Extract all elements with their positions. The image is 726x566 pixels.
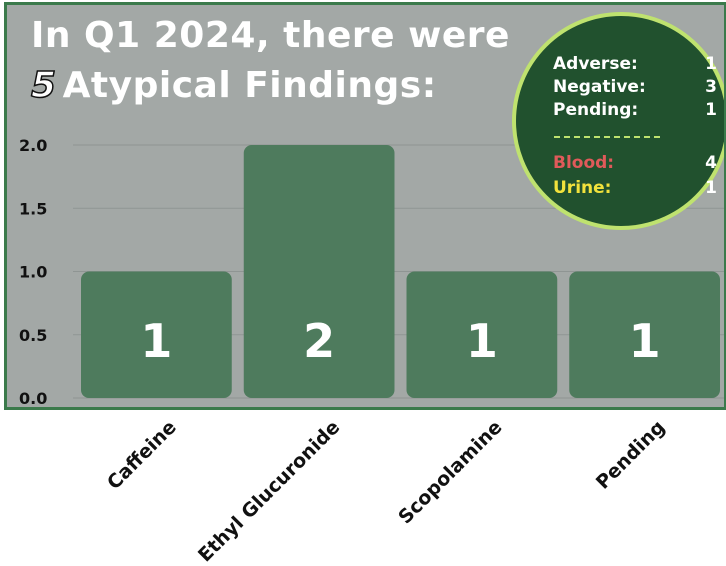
summary-row-adverse: Adverse: 1 [553, 54, 717, 74]
summary-row-urine: Urine: 1 [553, 178, 717, 198]
x-tick-label: Scopolamine [394, 416, 507, 529]
y-tick-label: 2.0 [19, 136, 47, 155]
bar-value-label: 1 [629, 314, 661, 368]
chart-panel: 0.0 0.5 1.0 1.5 2.0 1 2 1 1 In Q1 2024, there we… [4, 2, 726, 410]
summary-circle: Adverse: 1 Negative: 3 Pending: 1 Blood:… [512, 12, 724, 230]
summary-row-pending: Pending: 1 [553, 100, 717, 120]
summary-value: 1 [705, 100, 717, 120]
y-tick-label: 0.0 [19, 389, 47, 407]
bar [243, 145, 395, 398]
summary-row-negative: Negative: 3 [553, 77, 717, 97]
summary-label: Pending: [553, 100, 639, 120]
x-tick-label: Pending [591, 416, 669, 494]
summary-label: Adverse: [553, 54, 638, 74]
bar-value-label: 2 [303, 314, 335, 368]
bar-value-label: 1 [140, 314, 172, 368]
y-tick-label: 0.5 [19, 326, 47, 345]
summary-label: Negative: [553, 77, 646, 97]
summary-label-urine: Urine: [553, 178, 612, 198]
summary-value: 4 [705, 153, 717, 173]
x-tick-label: Ethyl Glucuronide [194, 416, 345, 566]
summary-value: 1 [705, 54, 717, 74]
bar [81, 271, 232, 398]
y-tick-label: 1.0 [19, 263, 47, 282]
bar-value-label: 1 [466, 314, 498, 368]
headline-rest: Atypical Findings: [62, 65, 437, 106]
summary-divider [554, 136, 660, 138]
x-tick-label: Caffeine [103, 416, 182, 494]
bar-chart: 0.0 0.5 1.0 1.5 2.0 1 2 1 1 [19, 136, 724, 407]
summary-row-blood: Blood: 4 [553, 153, 717, 173]
summary-value: 1 [705, 178, 717, 198]
headline-line-1: In Q1 2024, there were [31, 15, 510, 56]
summary-value: 3 [705, 77, 717, 97]
findings-count: 5 [30, 64, 57, 107]
bar [406, 271, 558, 398]
headline-line-2: 5 Atypical Findings: [30, 64, 437, 107]
y-tick-label: 1.5 [19, 199, 47, 218]
bar [569, 271, 720, 398]
summary-label-blood: Blood: [553, 153, 615, 173]
